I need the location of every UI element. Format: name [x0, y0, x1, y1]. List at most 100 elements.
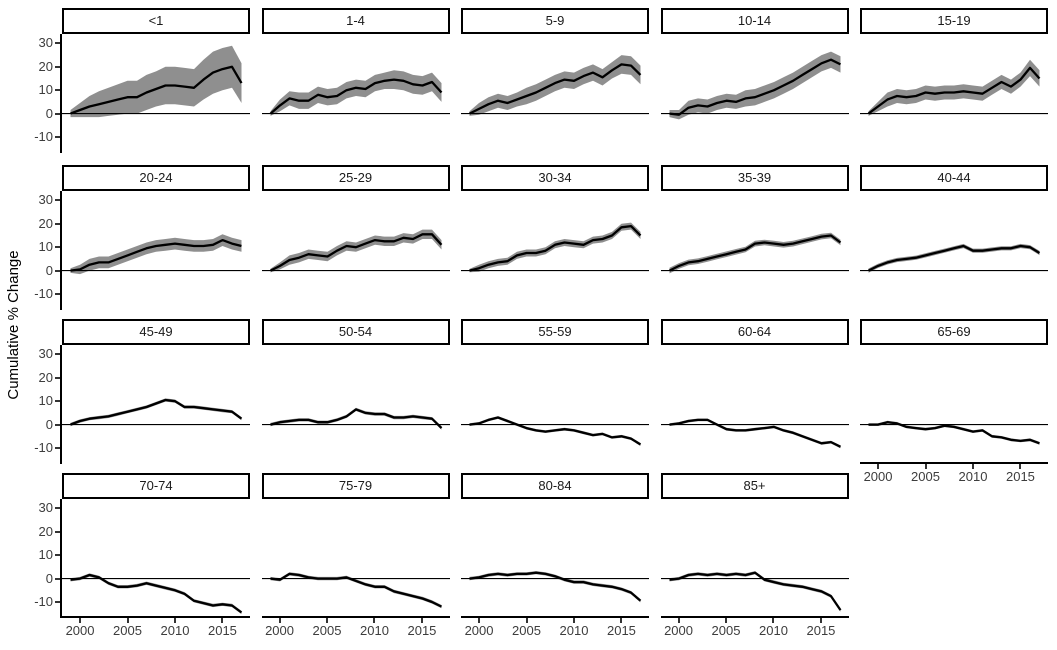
facet-strip-<1: <1 [62, 8, 250, 34]
trend-line [469, 571, 642, 602]
facet-strip-75-79: 75-79 [261, 473, 450, 499]
x-tick-label: 2005 [113, 623, 142, 638]
trend-line [70, 238, 242, 272]
y-tick-label: -10 [34, 593, 53, 609]
y-tick-mark [55, 42, 60, 45]
y-tick-label: 30 [38, 192, 53, 208]
trend-line [469, 224, 642, 272]
trend-line [668, 234, 841, 272]
y-tick-label: -10 [34, 285, 53, 301]
y-tick-label: -10 [34, 128, 53, 144]
y-tick-mark [55, 89, 60, 92]
x-tick-label: 2015 [207, 623, 237, 638]
x-tick-label: 2010 [759, 623, 788, 638]
facet-strip-60-64: 60-64 [660, 319, 849, 345]
y-tick-label: 30 [38, 500, 53, 516]
trend-line [668, 571, 841, 611]
trend-line [867, 244, 1041, 272]
x-tick-mark [221, 618, 224, 623]
x-tick-mark [326, 618, 328, 623]
confidence-ribbon [270, 229, 441, 273]
facet-strip-80-84: 80-84 [461, 473, 649, 499]
y-tick-label: 0 [45, 416, 53, 432]
y-tick-mark [55, 292, 60, 295]
y-tick-mark [55, 376, 60, 379]
y-tick-label: 10 [38, 239, 53, 255]
y-axis-line [60, 191, 62, 310]
facet-panel-15-19 [860, 59, 1048, 116]
x-tick-label: 2005 [312, 623, 342, 638]
x-tick-label: 2015 [1005, 469, 1035, 484]
facet-panel-10-14 [660, 51, 849, 120]
facet-strip-55-59: 55-59 [461, 319, 649, 345]
facet-panel-50-54 [261, 407, 450, 430]
x-tick-mark [278, 618, 281, 623]
y-tick-mark [55, 112, 60, 115]
facet-strip-20-24: 20-24 [62, 165, 250, 191]
x-tick-label: 2010 [360, 623, 389, 638]
facet-strip-10-14: 10-14 [660, 8, 849, 34]
facet-panel-<1 [62, 45, 250, 118]
x-tick-mark [877, 464, 880, 469]
y-tick-mark [55, 246, 60, 249]
confidence-ribbon [669, 571, 840, 612]
facet-panel-40-44 [860, 243, 1048, 273]
trend-line [469, 416, 642, 446]
y-tick-mark [55, 530, 60, 533]
y-tick-label: 20 [38, 215, 53, 231]
trend-line [269, 233, 442, 272]
y-axis-line [60, 34, 62, 153]
y-tick-mark [55, 423, 60, 426]
facet-panel-5-9 [461, 55, 649, 116]
x-tick-mark [620, 618, 623, 623]
confidence-ribbon [70, 45, 242, 118]
y-tick-mark [55, 400, 60, 403]
y-tick-label: -10 [34, 439, 53, 455]
x-tick-mark [79, 618, 82, 623]
facet-strip-30-34: 30-34 [461, 165, 649, 191]
x-axis-line [660, 616, 849, 618]
y-tick-mark [55, 65, 60, 68]
facet-strip-50-54: 50-54 [261, 319, 450, 345]
facet-panel-55-59 [461, 416, 649, 446]
x-axis-line [461, 616, 649, 618]
x-tick-label: 2015 [407, 623, 437, 638]
x-tick-mark [126, 618, 129, 623]
facet-panel-60-64 [660, 418, 849, 449]
y-tick-label: 0 [45, 262, 53, 278]
y-tick-label: 30 [38, 346, 53, 362]
trend-line [867, 66, 1041, 115]
x-tick-label: 2000 [464, 623, 494, 638]
confidence-ribbon [469, 222, 641, 273]
x-axis-line [860, 462, 1048, 464]
y-tick-mark [55, 353, 60, 356]
x-tick-label: 2015 [806, 623, 836, 638]
x-tick-mark [772, 618, 775, 623]
x-tick-mark [677, 618, 680, 623]
facet-strip-65-69: 65-69 [860, 319, 1048, 345]
trend-line [868, 421, 1040, 445]
x-tick-label: 2010 [559, 623, 589, 638]
confidence-ribbon [669, 51, 840, 120]
x-tick-label: 2005 [911, 469, 940, 484]
x-tick-label: 2000 [265, 623, 294, 638]
x-tick-mark [525, 618, 528, 623]
y-tick-mark [55, 135, 60, 138]
facet-strip-5-9: 5-9 [461, 8, 649, 34]
x-tick-mark [924, 464, 927, 469]
trend-line [269, 408, 442, 429]
y-tick-label: 20 [38, 523, 53, 539]
y-tick-mark [55, 600, 60, 603]
facet-panel-85+ [660, 571, 849, 612]
trend-line [668, 58, 841, 116]
y-tick-mark [55, 446, 60, 449]
confidence-ribbon [270, 70, 441, 116]
trend-line [468, 63, 642, 115]
y-axis-line [60, 499, 62, 618]
facet-panel-80-84 [461, 571, 649, 603]
facet-strip-45-49: 45-49 [62, 319, 250, 345]
facet-panel-35-39 [660, 232, 849, 274]
x-axis-line [261, 616, 450, 618]
facet-panel-20-24 [62, 234, 250, 275]
